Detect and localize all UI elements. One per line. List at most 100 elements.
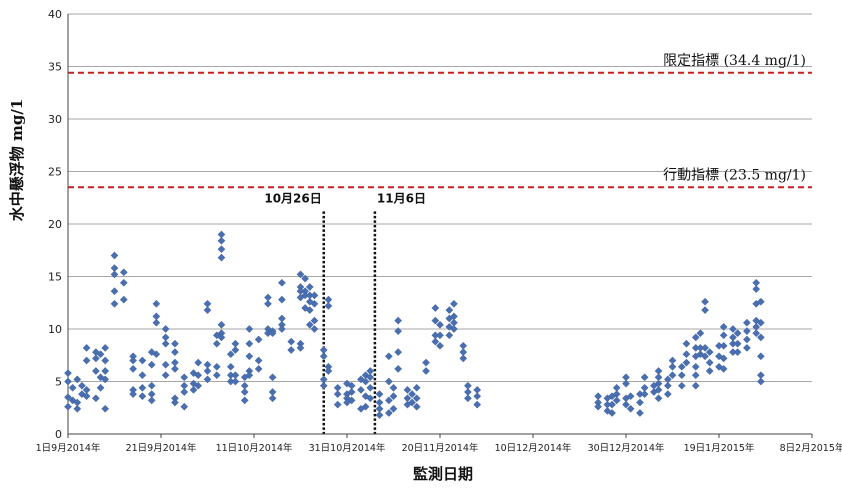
data-point: [240, 396, 249, 405]
data-point: [705, 367, 714, 375]
data-point: [110, 299, 119, 308]
reference-lines: 限定指標 (34.4 mg/1) 行動指標 (23.5 mg/1): [68, 53, 812, 189]
data-point: [636, 398, 644, 407]
data-point: [92, 394, 100, 403]
data-point: [347, 396, 356, 405]
data-point: [217, 253, 226, 262]
data-point: [357, 386, 365, 394]
data-point: [594, 402, 602, 411]
data-point: [668, 371, 677, 380]
data-point: [389, 383, 398, 392]
y-tick-label: 15: [48, 271, 62, 284]
y-tick-label: 40: [48, 8, 62, 21]
data-point: [189, 386, 198, 394]
data-point: [677, 381, 686, 390]
data-point: [691, 381, 700, 390]
data-point: [431, 337, 440, 346]
data-point: [82, 392, 91, 401]
x-tick-label: 19日1月2015年: [684, 442, 755, 454]
data-point: [147, 396, 156, 405]
x-tick-label: 10日12月2014年: [495, 442, 572, 454]
data-point: [305, 320, 314, 329]
data-point: [73, 375, 82, 384]
data-point: [412, 383, 421, 392]
data-point: [119, 295, 128, 304]
data-point: [677, 371, 686, 380]
data-point: [119, 278, 128, 287]
data-point: [245, 371, 254, 380]
data-point: [138, 356, 147, 365]
data-point: [347, 388, 356, 396]
data-point: [110, 270, 119, 279]
data-point: [612, 396, 621, 405]
data-point: [171, 348, 179, 356]
data-point: [608, 409, 616, 417]
data-point: [622, 379, 630, 388]
x-tick-label: 21日9月2014年: [126, 442, 197, 454]
data-point: [324, 302, 333, 310]
y-tick-labels: 0 5 10 15 20 25 30 35 40: [48, 8, 62, 441]
data-point: [366, 383, 375, 392]
data-point: [394, 327, 403, 335]
data-point: [147, 360, 156, 369]
data-point: [756, 318, 765, 327]
data-point: [357, 375, 365, 384]
data-point: [287, 337, 296, 346]
data-point: [626, 404, 635, 413]
data-point: [663, 390, 672, 398]
data-point: [705, 358, 714, 367]
data-point: [436, 320, 444, 329]
data-point: [464, 394, 472, 403]
reference-line-label: 行動指標 (23.5 mg/1): [663, 167, 806, 183]
data-point: [756, 333, 765, 342]
data-point: [180, 373, 189, 382]
data-point: [422, 367, 430, 375]
data-point: [743, 327, 751, 335]
data-point: [375, 390, 384, 398]
data-point: [743, 318, 751, 327]
data-point: [431, 316, 440, 325]
y-axis-title: 水中懸浮物 mg/1: [8, 99, 26, 222]
x-tick-label: 8日2月2015年: [780, 442, 842, 454]
data-point: [436, 331, 444, 340]
y-tick-label: 5: [55, 376, 62, 389]
data-point: [64, 369, 72, 377]
data-point: [138, 392, 147, 401]
data-point: [640, 373, 649, 382]
axes: [67, 14, 813, 438]
data-point: [78, 381, 86, 390]
data-point: [450, 299, 458, 308]
data-point: [412, 394, 421, 403]
data-point: [268, 373, 277, 382]
data-point: [129, 356, 137, 365]
data-point: [733, 348, 742, 356]
data-point: [384, 377, 393, 386]
data-point: [733, 329, 742, 338]
data-point: [212, 371, 221, 380]
x-tick-labels: 1日9月2014年 21日9月2014年 11日10月2014年 31日10月2014…: [36, 442, 842, 454]
x-tick-label: 20日11月2014年: [402, 442, 479, 454]
data-point: [254, 335, 263, 344]
x-tick-label: 11日10月2014年: [216, 442, 293, 454]
data-point: [245, 352, 254, 361]
data-point: [715, 362, 723, 371]
data-point: [212, 339, 221, 348]
x-tick-label: 1日9月2014年: [36, 442, 101, 454]
data-point: [171, 398, 179, 407]
data-point: [636, 409, 644, 417]
data-point: [389, 404, 398, 413]
data-point: [110, 287, 119, 296]
data-point: [64, 377, 72, 386]
data-point: [296, 270, 305, 279]
y-tick-label: 10: [48, 323, 62, 336]
data-point: [152, 350, 161, 359]
data-point: [333, 400, 342, 409]
data-point: [161, 325, 170, 333]
data-point: [217, 236, 226, 245]
data-point: [231, 377, 240, 386]
data-point: [305, 283, 314, 291]
y-tick-label: 20: [48, 218, 62, 231]
annotation-label: 10月26日: [264, 191, 321, 205]
data-point: [663, 381, 672, 390]
